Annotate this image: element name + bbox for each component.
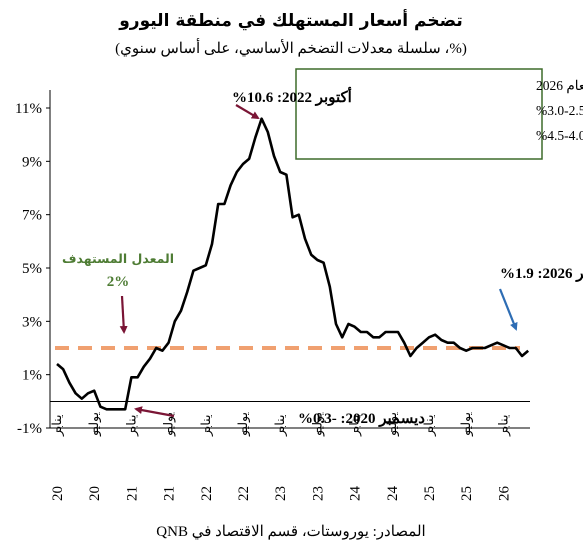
- x-tick-year-label: 22: [199, 486, 215, 501]
- chart-title: تضخم أسعار المستهلك في منطقة اليورو: [118, 9, 463, 31]
- scenario-box-title: سيناريوهات التضخم لعام 2026: [536, 78, 583, 94]
- target-annotation-line2: 2%: [107, 274, 130, 290]
- series-line: [56, 117, 530, 411]
- y-tick-label: 11%: [15, 101, 42, 117]
- x-tick-month-label: يوليو: [87, 412, 102, 437]
- y-tick-label: 7%: [22, 208, 42, 224]
- scenario-box: [295, 68, 543, 160]
- y-tick-label: 3%: [22, 314, 42, 330]
- x-tick-year-label: 24: [385, 486, 401, 502]
- target-annotation-line1: المعدل المستهدف: [62, 251, 174, 266]
- y-tick-label: 1%: [22, 368, 42, 384]
- x-tick-month-label: يناير: [496, 414, 511, 437]
- x-tick-year-label: 25: [459, 486, 475, 501]
- x-tick-group: يناير 20 يوليو 20 يناير 21 يوليو 21 يناير 22 يوليو…: [50, 412, 512, 501]
- x-tick-year-label: 23: [273, 486, 289, 501]
- y-tick-label: 5%: [22, 261, 42, 277]
- x-tick-month-label: يناير: [273, 414, 288, 437]
- chart-subtitle: (%، سلسلة معدلات التضخم الأساسي، على أسا…: [115, 38, 467, 57]
- y-tick-label: -1%: [17, 421, 42, 437]
- y-tick-label: 9%: [22, 154, 42, 170]
- x-tick-month-label: يوليو: [385, 412, 400, 437]
- x-tick-month-label: يناير: [348, 414, 363, 437]
- latest-arrow: [498, 288, 518, 331]
- source-note: المصادر: يوروستات، قسم الاقتصاد في QNB: [156, 524, 425, 540]
- trough-arrow: [134, 406, 175, 418]
- x-tick-month-label: يوليو: [459, 412, 474, 437]
- scenario-base-line: السيناريو الأساسي: 2.5-3.0%: [536, 101, 583, 119]
- x-tick-year-label: 21: [124, 486, 140, 501]
- x-tick-year-label: 25: [422, 486, 438, 501]
- target-arrow: [119, 295, 128, 334]
- x-tick-month-label: يناير: [199, 414, 214, 437]
- x-tick-year-label: 23: [310, 486, 326, 501]
- x-tick-month-label: يوليو: [310, 412, 325, 437]
- peak-arrow: [235, 104, 260, 120]
- x-tick-month-label: يناير: [50, 414, 65, 437]
- x-tick-month-label: يناير: [422, 414, 437, 437]
- latest-annotation: فبراير 2026: 1.9%: [500, 266, 583, 282]
- y-tick-group: -1% 1% 3% 5% 7% 9% 11%: [15, 101, 50, 437]
- trough-annotation: ديسمبر 2020: -0.3%: [298, 411, 425, 427]
- x-tick-month-label: يوليو: [162, 412, 177, 437]
- peak-annotation: أكتوبر 2022: 10.6%: [232, 86, 352, 106]
- x-tick-year-label: 22: [236, 486, 252, 501]
- x-tick-month-label: يناير: [124, 414, 139, 437]
- x-tick-year-label: 24: [348, 486, 364, 502]
- x-tick-year-label: 21: [162, 486, 178, 501]
- x-tick-year-label: 26: [496, 486, 512, 502]
- x-tick-month-label: يوليو: [236, 412, 251, 437]
- x-tick-year-label: 20: [50, 486, 66, 501]
- x-tick-year-label: 20: [87, 486, 103, 501]
- scenario-adverse-line: السيناريو السلبي: 4.0-4.5%: [536, 128, 583, 144]
